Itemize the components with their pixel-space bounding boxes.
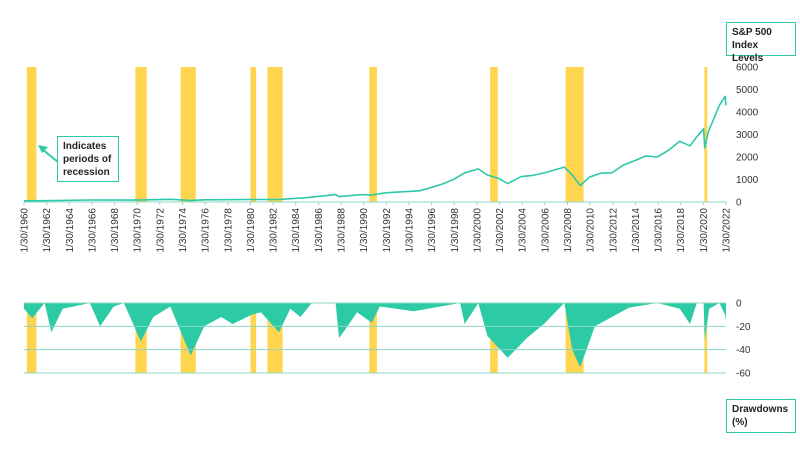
upper-y-tick-1: 1000 bbox=[736, 175, 759, 186]
upper-recession-bands bbox=[26, 67, 708, 202]
upper-recession-band-7 bbox=[565, 67, 584, 202]
x-tick-label-17: 1/30/1994 bbox=[404, 208, 415, 253]
upper-recession-band-5 bbox=[369, 67, 377, 202]
lower-y-tick-2: -40 bbox=[736, 345, 751, 356]
x-tick-label-28: 1/30/2016 bbox=[654, 208, 665, 253]
callout-text-2: periods of bbox=[63, 154, 112, 165]
upper-y-tick-5: 5000 bbox=[736, 85, 759, 96]
x-tick-labels: 1/30/1960 1/30/1962 1/30/1964 1/30/1966 1/30… bbox=[20, 202, 733, 253]
x-tick-label-11: 1/30/1982 bbox=[269, 208, 280, 253]
x-tick-label-15: 1/30/1990 bbox=[359, 208, 370, 253]
x-tick-label-2: 1/30/1964 bbox=[65, 208, 76, 253]
drawdown-gridlines bbox=[24, 302, 726, 374]
callout-arrow-head bbox=[38, 145, 48, 153]
callout-text-1: Indicates bbox=[63, 141, 107, 152]
x-tick-label-9: 1/30/1978 bbox=[223, 208, 234, 253]
x-tick-label-6: 1/30/1972 bbox=[155, 208, 166, 253]
lower-recession-band-5 bbox=[369, 313, 377, 373]
x-tick-label-7: 1/30/1974 bbox=[178, 208, 189, 253]
upper-y-ticks: 0 1000 2000 3000 4000 5000 6000 bbox=[736, 63, 759, 209]
x-tick-label-21: 1/30/2002 bbox=[495, 208, 506, 253]
upper-axis-label-line1: S&P 500 bbox=[732, 27, 772, 38]
lower-axis-label-line1: Drawdowns bbox=[732, 404, 789, 415]
upper-recession-band-4 bbox=[267, 67, 283, 202]
x-tick-label-3: 1/30/1966 bbox=[87, 208, 98, 253]
upper-recession-band-0 bbox=[26, 67, 37, 202]
x-tick-label-23: 1/30/2006 bbox=[540, 208, 551, 253]
lower-recession-band-6 bbox=[490, 313, 498, 373]
lower-y-tick-3: -60 bbox=[736, 369, 751, 380]
lower-recession-band-1 bbox=[135, 313, 147, 373]
upper-y-tick-4: 4000 bbox=[736, 108, 759, 119]
callout-arrow-line bbox=[41, 148, 59, 163]
x-tick-label-14: 1/30/1988 bbox=[337, 208, 348, 253]
x-tick-label-13: 1/30/1986 bbox=[314, 208, 325, 253]
lower-y-tick-0: 0 bbox=[736, 299, 742, 310]
lower-axis-label: Drawdowns (%) bbox=[726, 399, 796, 433]
x-tick-label-0: 1/30/1960 bbox=[20, 208, 31, 253]
lower-y-ticks: 0 -20 -40 -60 bbox=[736, 299, 751, 380]
callout-text-3: recession bbox=[63, 167, 110, 178]
upper-recession-band-2 bbox=[180, 67, 196, 202]
drawdown-area bbox=[24, 303, 726, 368]
x-tick-label-22: 1/30/2004 bbox=[518, 208, 529, 253]
upper-y-tick-6: 6000 bbox=[736, 63, 759, 74]
lower-recession-band-0 bbox=[26, 313, 37, 373]
drawdown-area-group bbox=[24, 303, 726, 368]
x-tick-label-19: 1/30/1998 bbox=[450, 208, 461, 253]
x-tick-label-31: 1/30/2022 bbox=[722, 208, 733, 253]
x-tick-label-12: 1/30/1984 bbox=[291, 208, 302, 253]
x-tick-label-1: 1/30/1962 bbox=[42, 208, 53, 253]
upper-axis-label: S&P 500 Index Levels bbox=[726, 22, 796, 64]
lower-recession-band-8 bbox=[704, 313, 708, 373]
x-tick-label-30: 1/30/2020 bbox=[699, 208, 710, 253]
upper-axis-label-line2: Index Levels bbox=[732, 40, 764, 64]
lower-recession-band-3 bbox=[250, 313, 257, 373]
x-tick-label-24: 1/30/2008 bbox=[563, 208, 574, 253]
upper-recession-band-3 bbox=[250, 67, 257, 202]
lower-axis-label-line2: (%) bbox=[732, 417, 748, 428]
x-tick-label-4: 1/30/1968 bbox=[110, 208, 121, 253]
upper-recession-band-8 bbox=[704, 67, 708, 202]
lower-y-tick-1: -20 bbox=[736, 322, 751, 333]
x-tick-label-29: 1/30/2018 bbox=[676, 208, 687, 253]
sp500-line bbox=[23, 95, 727, 202]
x-tick-label-16: 1/30/1992 bbox=[382, 208, 393, 253]
x-tick-label-26: 1/30/2012 bbox=[608, 208, 619, 253]
upper-recession-band-6 bbox=[490, 67, 498, 202]
x-tick-label-20: 1/30/2000 bbox=[472, 208, 483, 253]
upper-y-tick-3: 3000 bbox=[736, 130, 759, 141]
sp500-line-group bbox=[23, 95, 727, 202]
lower-recession-bands bbox=[26, 313, 708, 373]
x-tick-label-18: 1/30/1996 bbox=[427, 208, 438, 253]
x-tick-label-27: 1/30/2014 bbox=[631, 208, 642, 253]
x-tick-label-10: 1/30/1980 bbox=[246, 208, 257, 253]
x-tick-label-5: 1/30/1970 bbox=[133, 208, 144, 253]
recession-callout: Indicates periods of recession bbox=[57, 136, 119, 182]
x-tick-label-25: 1/30/2010 bbox=[586, 208, 597, 253]
upper-y-tick-0: 0 bbox=[736, 198, 742, 209]
x-tick-label-8: 1/30/1976 bbox=[201, 208, 212, 253]
upper-y-tick-2: 2000 bbox=[736, 153, 759, 164]
upper-recession-band-1 bbox=[135, 67, 147, 202]
